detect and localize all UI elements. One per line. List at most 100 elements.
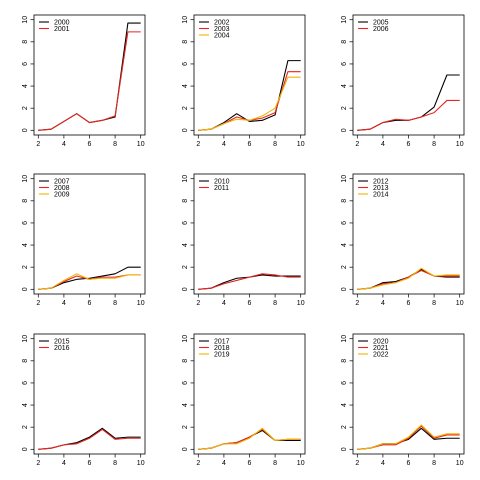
legend-label-2010: 2010 xyxy=(214,178,230,185)
legend-label-2013: 2013 xyxy=(373,185,389,192)
y-tick-label: 6 xyxy=(22,221,29,225)
y-tick-label: 6 xyxy=(341,221,348,225)
legend-label-2022: 2022 xyxy=(373,351,389,358)
legend-label-2007: 2007 xyxy=(54,178,70,185)
y-tick-label: 0 xyxy=(341,447,348,451)
plot-frame xyxy=(33,14,146,136)
y-tick-label: 4 xyxy=(182,243,189,247)
series-line-2000 xyxy=(38,22,141,131)
legend-label-2015: 2015 xyxy=(54,338,70,345)
y-tick-label: 4 xyxy=(341,243,348,247)
legend-label-2016: 2016 xyxy=(54,345,70,352)
x-tick-label: 2 xyxy=(196,460,200,467)
plot-frame xyxy=(193,333,306,455)
y-tick-label: 10 xyxy=(182,175,189,183)
x-tick-label: 4 xyxy=(381,300,385,307)
x-tick-label: 10 xyxy=(297,460,305,467)
y-tick-label: 0 xyxy=(22,287,29,291)
y-tick-label: 2 xyxy=(182,265,189,269)
x-tick-label: 4 xyxy=(62,141,66,148)
y-tick-label: 4 xyxy=(22,403,29,407)
x-tick-label: 10 xyxy=(456,460,464,467)
y-tick-label: 8 xyxy=(22,199,29,203)
x-tick-label: 4 xyxy=(222,300,226,307)
x-tick-label: 6 xyxy=(248,141,252,148)
series-line-2009 xyxy=(38,273,141,290)
plot-frame xyxy=(352,333,465,455)
x-tick-label: 4 xyxy=(381,460,385,467)
x-tick-label: 10 xyxy=(137,141,145,148)
x-tick-label: 2 xyxy=(36,460,40,467)
y-tick-label: 0 xyxy=(22,447,29,451)
legend-label-2017: 2017 xyxy=(214,338,230,345)
x-tick-label: 6 xyxy=(248,460,252,467)
x-tick-label: 2 xyxy=(196,141,200,148)
legend-label-2020: 2020 xyxy=(373,338,389,345)
y-tick-label: 2 xyxy=(341,106,348,110)
y-tick-label: 4 xyxy=(182,403,189,407)
x-tick-label: 8 xyxy=(113,141,117,148)
y-tick-label: 0 xyxy=(22,128,29,132)
series-line-2014 xyxy=(357,267,460,290)
x-tick-label: 6 xyxy=(88,300,92,307)
legend-label-2021: 2021 xyxy=(373,345,389,352)
y-tick-label: 8 xyxy=(22,40,29,44)
series-line-2012 xyxy=(357,268,460,290)
y-tick-label: 8 xyxy=(182,40,189,44)
y-tick-label: 10 xyxy=(22,335,29,343)
y-tick-label: 6 xyxy=(22,62,29,66)
series-line-2007 xyxy=(38,266,141,290)
y-tick-label: 4 xyxy=(22,84,29,88)
x-tick-label: 4 xyxy=(62,300,66,307)
x-tick-label: 4 xyxy=(222,141,226,148)
x-tick-label: 10 xyxy=(297,300,305,307)
y-tick-label: 0 xyxy=(182,447,189,451)
legend-label-2004: 2004 xyxy=(214,32,230,39)
y-tick-label: 2 xyxy=(182,106,189,110)
x-tick-label: 6 xyxy=(88,460,92,467)
series-line-2006 xyxy=(357,99,460,131)
x-tick-label: 8 xyxy=(113,460,117,467)
y-tick-label: 2 xyxy=(22,106,29,110)
y-tick-label: 4 xyxy=(22,243,29,247)
x-tick-label: 4 xyxy=(62,460,66,467)
y-tick-label: 0 xyxy=(341,287,348,291)
y-tick-label: 10 xyxy=(341,335,348,343)
y-tick-label: 6 xyxy=(182,381,189,385)
x-tick-label: 2 xyxy=(355,460,359,467)
y-tick-label: 6 xyxy=(341,62,348,66)
y-tick-label: 2 xyxy=(182,425,189,429)
y-tick-label: 4 xyxy=(341,403,348,407)
x-tick-label: 6 xyxy=(248,300,252,307)
plot-frame xyxy=(33,333,146,455)
series-line-2022 xyxy=(357,424,460,450)
y-tick-label: 10 xyxy=(341,175,348,183)
legend-label-2014: 2014 xyxy=(373,191,389,198)
y-tick-label: 8 xyxy=(341,199,348,203)
y-tick-label: 2 xyxy=(22,265,29,269)
x-tick-label: 8 xyxy=(273,141,277,148)
legend-label-2001: 2001 xyxy=(54,26,70,33)
y-tick-label: 6 xyxy=(182,221,189,225)
y-tick-label: 10 xyxy=(182,16,189,24)
y-tick-label: 2 xyxy=(341,425,348,429)
x-tick-label: 2 xyxy=(36,141,40,148)
legend-label-2003: 2003 xyxy=(214,26,230,33)
legend-label-2006: 2006 xyxy=(373,26,389,33)
x-tick-label: 10 xyxy=(297,141,305,148)
x-tick-label: 8 xyxy=(273,300,277,307)
y-tick-label: 10 xyxy=(182,335,189,343)
x-tick-label: 8 xyxy=(113,300,117,307)
legend-label-2008: 2008 xyxy=(54,185,70,192)
y-tick-label: 8 xyxy=(182,199,189,203)
y-tick-label: 8 xyxy=(22,359,29,363)
